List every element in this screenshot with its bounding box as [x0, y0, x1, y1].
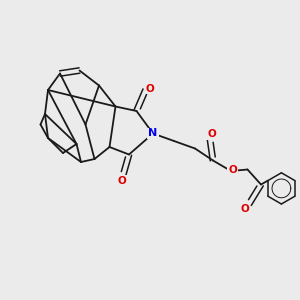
Text: O: O	[228, 165, 237, 176]
Text: O: O	[146, 83, 154, 94]
Text: O: O	[117, 176, 126, 186]
Text: O: O	[240, 203, 249, 214]
Text: O: O	[207, 129, 216, 139]
Text: N: N	[148, 128, 158, 139]
